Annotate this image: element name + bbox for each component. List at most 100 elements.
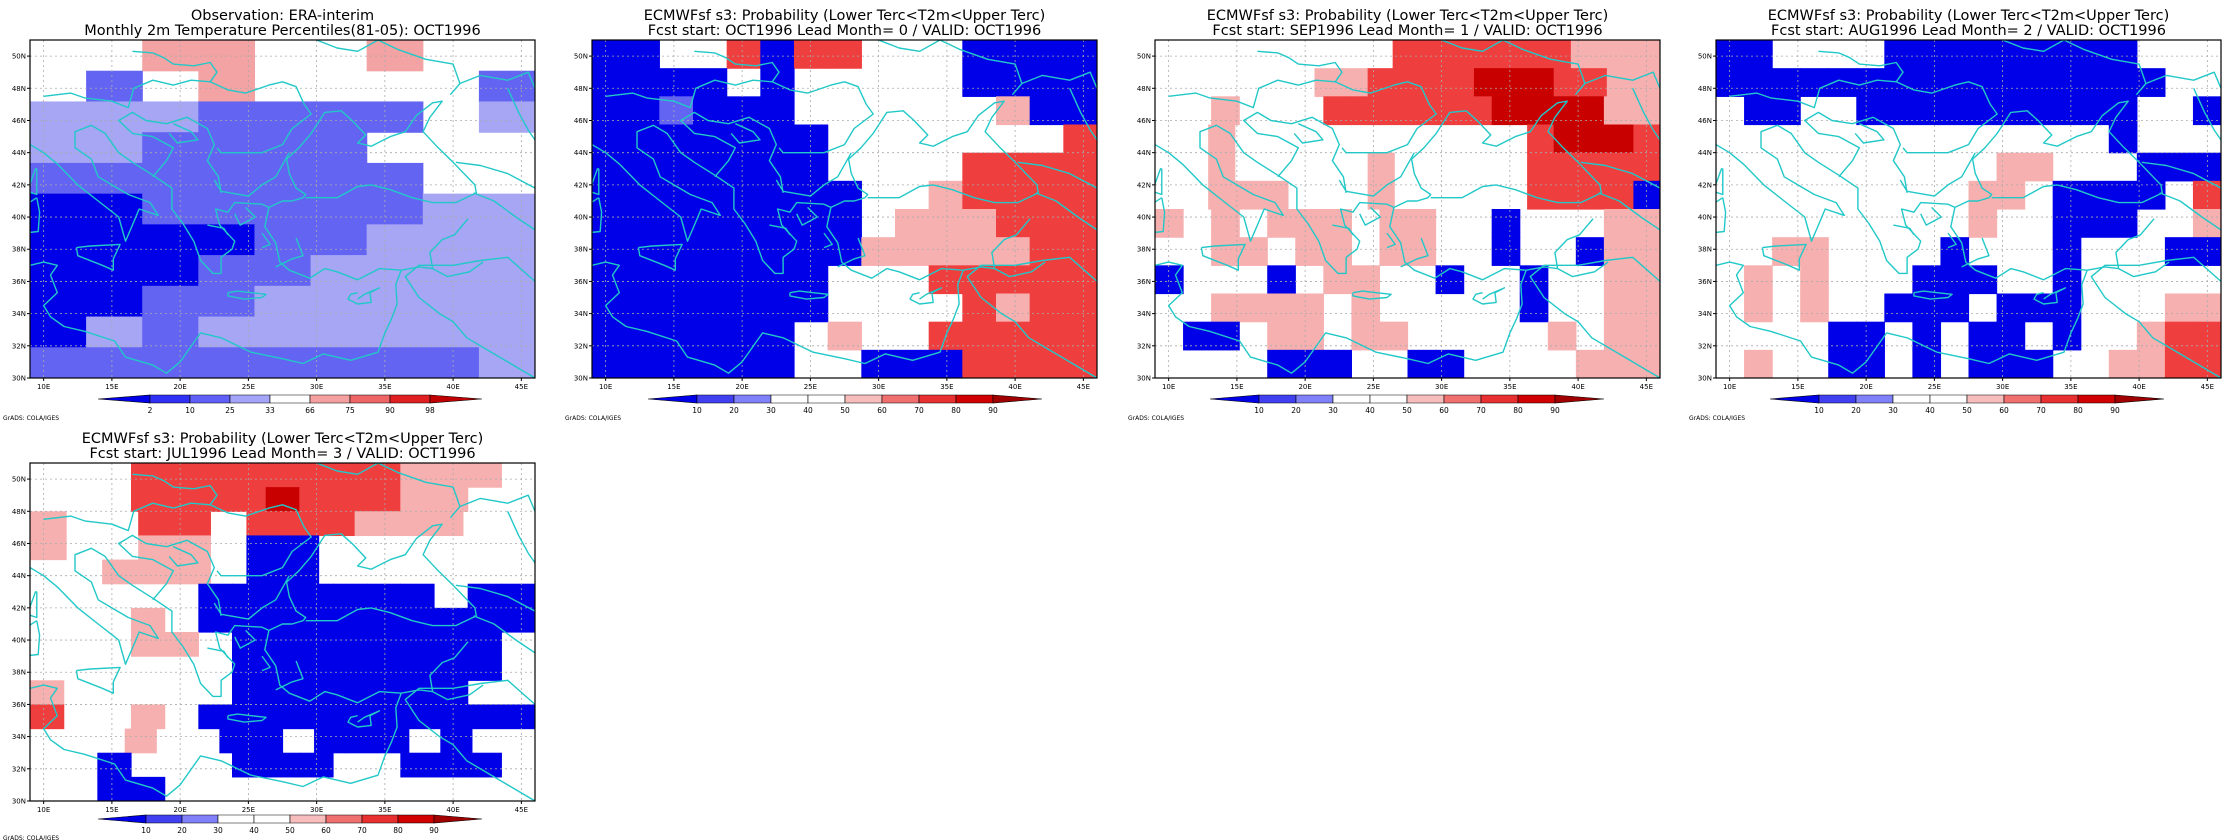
colorbar-swatch [1769, 394, 1820, 404]
grid-cell [265, 704, 300, 730]
grid-cell [1208, 152, 1236, 182]
colorbar-swatch [2114, 394, 2165, 404]
grads-credit: GrADS: COLA/IGES [1128, 415, 1184, 422]
grid-cell [30, 101, 87, 133]
y-tick-label: 44N [1698, 149, 1712, 157]
grid-cell [1800, 265, 1829, 295]
colorbar-swatch [955, 394, 994, 404]
y-tick-label: 48N [1698, 85, 1712, 93]
x-tick-label: 10E [37, 383, 50, 391]
grid-cell [30, 285, 87, 318]
y-tick-label: 46N [12, 117, 26, 125]
grid-cell [1527, 152, 1555, 182]
grid-cell [2052, 40, 2082, 69]
y-tick-label: 30N [574, 375, 588, 383]
grads-credit: GrADS: COLA/IGES [3, 835, 59, 840]
y-tick-label: 40N [574, 214, 588, 222]
grid-cell [422, 285, 480, 318]
y-tick-label: 46N [1698, 117, 1712, 125]
grid-cell [1407, 349, 1437, 378]
grid-cell [1553, 152, 1581, 182]
grid-cell [2024, 40, 2054, 69]
x-tick-label: 20E [173, 806, 186, 814]
grid-cell [1323, 265, 1352, 295]
grid-cell [314, 728, 347, 754]
grid-cell [310, 316, 368, 348]
grid-cell [198, 607, 233, 633]
panel-title-line1: ECMWFsf s3: Probability (Lower Terc<T2m<… [644, 8, 1046, 24]
grid-cell [30, 511, 67, 537]
y-tick-label: 46N [1137, 117, 1151, 125]
colorbar-label: 10 [185, 406, 195, 415]
colorbar-swatch [1406, 394, 1445, 404]
colorbar-label: 80 [1513, 406, 1523, 415]
grid-cell [1606, 124, 1635, 154]
x-tick-label: 15E [1230, 383, 1243, 391]
grid-cell [760, 68, 795, 97]
grid-cell [1968, 265, 1998, 295]
grid-cell [592, 124, 627, 154]
x-tick-label: 45E [515, 383, 528, 391]
probability-cells [592, 40, 1097, 378]
colorbar-swatch [881, 394, 920, 404]
grid-cell [895, 237, 930, 266]
grid-cell [310, 285, 368, 318]
grid-cell [1208, 124, 1236, 154]
colorbar: 10 20 30 40 50 60 70 80 90 [1209, 394, 1605, 415]
colorbar-swatch [325, 814, 363, 824]
map-frame [29, 39, 536, 379]
grid-cell [1392, 40, 1423, 69]
grid-cell [1772, 68, 1801, 97]
grid-cell [1968, 180, 1998, 210]
grid-cell [198, 347, 256, 378]
colorbar-label: 90 [429, 826, 439, 835]
grid-cell [996, 209, 1031, 238]
grid-cell [659, 124, 694, 154]
grid-cell [2192, 293, 2221, 323]
grid-cell [198, 101, 256, 133]
grid-cell [198, 463, 233, 488]
colorbar-label: 40 [249, 826, 259, 835]
grid-cell [400, 607, 435, 633]
colorbar-swatch [433, 814, 483, 824]
grid-cell [142, 132, 199, 164]
grid-cell [962, 68, 997, 97]
y-tick-label: 42N [12, 181, 26, 189]
grid-cell [478, 316, 535, 348]
grid-cell [659, 293, 694, 323]
grid-cell [996, 237, 1031, 266]
grid-cell [198, 70, 256, 103]
grid-cell [625, 349, 660, 378]
grid-cell [1580, 124, 1608, 154]
colorbar-label: 75 [345, 406, 355, 415]
grid-cell [124, 728, 157, 754]
grid-cell [2024, 349, 2054, 378]
grid-cell [1570, 40, 1602, 69]
y-tick-label: 38N [1137, 246, 1151, 254]
y-tick-label: 50N [1698, 53, 1712, 61]
grid-cell [592, 68, 627, 97]
grid-cell [1323, 349, 1352, 378]
colorbar-label: 20 [1851, 406, 1861, 415]
grid-cell [2052, 237, 2082, 266]
grid-cell [366, 193, 424, 225]
colorbar-swatch [1480, 394, 1519, 404]
y-tick-label: 44N [12, 572, 26, 580]
grid-cell [1884, 96, 1913, 126]
grid-cell [467, 632, 502, 657]
grid-cell [434, 680, 469, 706]
grid-cell [1029, 40, 1064, 69]
grid-cell [366, 463, 401, 488]
grid-cell [726, 265, 761, 295]
grid-cell [1367, 152, 1395, 182]
grid-cell [1063, 209, 1097, 238]
grid-cell [30, 680, 65, 706]
colorbar-swatch [2003, 394, 2042, 404]
grid-cell [1208, 180, 1236, 210]
grid-cell [232, 680, 267, 706]
grid-cell [366, 101, 424, 133]
grid-cell [232, 607, 267, 633]
colorbar-label: 20 [177, 826, 187, 835]
grid-cell [1323, 237, 1352, 266]
grid-cell [659, 237, 694, 266]
